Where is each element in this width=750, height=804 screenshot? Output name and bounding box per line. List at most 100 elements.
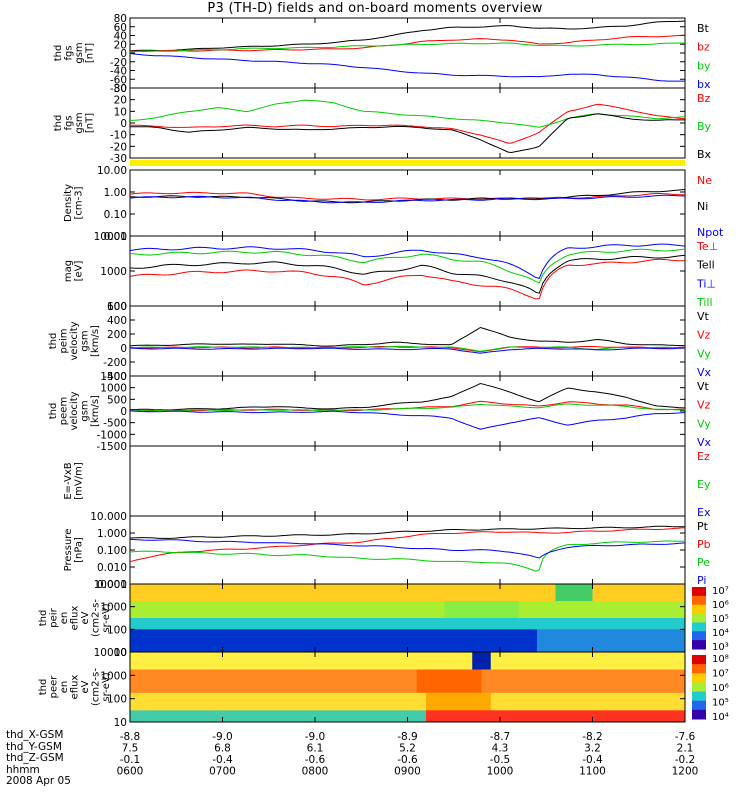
heatmap-cell bbox=[130, 623, 140, 630]
heatmap-cell bbox=[611, 681, 621, 688]
y-axis-label-line: [km/s] bbox=[90, 325, 101, 357]
y-tick-label: 0 bbox=[120, 406, 127, 418]
heatmap-cell bbox=[259, 640, 270, 647]
heatmap-cell bbox=[666, 623, 677, 630]
heatmap-cell bbox=[592, 589, 603, 596]
y-tick-label: 10000 bbox=[94, 231, 127, 243]
heatmap-cell bbox=[139, 623, 149, 630]
heatmap-cell bbox=[167, 595, 177, 602]
heatmap-cell bbox=[527, 687, 538, 694]
heatmap-cell bbox=[666, 657, 677, 665]
heatmap-cell bbox=[139, 710, 149, 717]
y-axis-label-line: [eV] bbox=[74, 261, 85, 282]
heatmap-cell bbox=[315, 710, 325, 717]
heatmap-cell bbox=[675, 652, 686, 659]
heatmap-cell bbox=[204, 681, 214, 688]
heatmap-cell bbox=[518, 635, 529, 642]
heatmap-cell bbox=[157, 612, 168, 619]
y-axis-label-line: fgs bbox=[64, 115, 75, 130]
heatmap-cell bbox=[407, 675, 418, 682]
heatmap-cell bbox=[296, 692, 307, 700]
heatmap-cell bbox=[435, 635, 445, 642]
heatmap-cell bbox=[296, 687, 307, 694]
heatmap-cell bbox=[333, 584, 344, 591]
heatmap-cell bbox=[490, 612, 501, 619]
heatmap-cell bbox=[324, 669, 334, 676]
heatmap-cell bbox=[481, 681, 492, 688]
heatmap-cell bbox=[518, 716, 529, 723]
x-axis-value: -0.5 bbox=[490, 754, 511, 766]
heatmap-cell bbox=[666, 675, 677, 682]
heatmap-cell bbox=[296, 681, 307, 688]
heatmap-cell bbox=[527, 623, 538, 630]
heatmap-cell bbox=[574, 629, 584, 636]
heatmap-cell bbox=[555, 646, 566, 653]
heatmap-cell bbox=[416, 657, 427, 665]
heatmap-cell bbox=[342, 716, 353, 723]
colorbar-segment bbox=[692, 682, 706, 693]
heatmap-cell bbox=[675, 601, 686, 608]
heatmap-cell bbox=[148, 606, 159, 613]
panel-frame bbox=[129, 235, 686, 307]
heatmap-cell bbox=[342, 618, 353, 625]
heatmap-cell bbox=[592, 698, 603, 705]
heatmap-cell bbox=[268, 606, 279, 613]
heatmap-cell bbox=[333, 681, 344, 688]
panel-peem: 150010005000-500-1000-1500thdpeemvelocit… bbox=[48, 371, 712, 453]
heatmap-cell bbox=[472, 692, 482, 700]
colorbar-segment bbox=[692, 587, 706, 597]
y-tick-label: -60 bbox=[110, 74, 127, 86]
heatmap-cell bbox=[648, 618, 658, 625]
heatmap-cell bbox=[287, 601, 297, 608]
heatmap-cell bbox=[278, 646, 288, 653]
heatmap-cell bbox=[259, 698, 270, 705]
panel-peir: 10⁷10⁶10⁵10⁴10³10000100010010thdpeirenef… bbox=[38, 579, 729, 659]
heatmap-cell bbox=[472, 635, 482, 642]
y-tick-label: 1.00 bbox=[104, 187, 127, 199]
heatmap-cell bbox=[176, 657, 186, 665]
legend-Vx: Vx bbox=[697, 436, 712, 449]
heatmap-cell bbox=[185, 606, 196, 613]
heatmap-cell bbox=[305, 692, 316, 700]
heatmap-cell bbox=[611, 635, 621, 642]
heatmap-cell bbox=[601, 646, 612, 653]
heatmap-cell bbox=[389, 623, 399, 630]
heatmap-cell bbox=[574, 595, 584, 602]
heatmap-cell bbox=[167, 629, 177, 636]
heatmap-cell bbox=[352, 657, 362, 665]
heatmap-cell bbox=[435, 589, 445, 596]
heatmap-cell bbox=[231, 663, 242, 670]
heatmap-cell bbox=[426, 681, 436, 688]
legend-by: by bbox=[697, 59, 711, 72]
heatmap-cell bbox=[564, 584, 575, 591]
heatmap-cell bbox=[583, 629, 593, 636]
heatmap-cell bbox=[379, 710, 390, 717]
heatmap-cell bbox=[416, 698, 427, 705]
heatmap-cell bbox=[389, 681, 399, 688]
legend-Pi: Pi bbox=[697, 574, 706, 587]
heatmap-cell bbox=[370, 606, 381, 613]
heatmap-cell bbox=[435, 704, 445, 711]
y-axis-label-line: [nT] bbox=[85, 43, 96, 63]
series-Npot-line bbox=[129, 194, 686, 204]
heatmap-cell bbox=[333, 692, 344, 700]
heatmap-cell bbox=[315, 669, 325, 676]
heatmap-cell bbox=[463, 698, 473, 705]
heatmap-cell bbox=[463, 704, 473, 711]
heatmap-cell bbox=[426, 612, 436, 619]
heatmap-cell bbox=[416, 710, 427, 717]
heatmap-cell bbox=[546, 663, 556, 670]
heatmap-cell bbox=[527, 692, 538, 700]
heatmap-cell bbox=[490, 704, 501, 711]
heatmap-cell bbox=[555, 692, 566, 700]
heatmap-cell bbox=[130, 663, 140, 670]
heatmap-cell bbox=[500, 589, 510, 596]
heatmap-cell bbox=[139, 704, 149, 711]
heatmap-cell bbox=[305, 589, 316, 596]
heatmap-cell bbox=[500, 635, 510, 642]
heatmap-cell bbox=[509, 652, 519, 659]
heatmap-cell bbox=[157, 716, 168, 723]
heatmap-cell bbox=[518, 595, 529, 602]
heatmap-cell bbox=[250, 629, 260, 636]
heatmap-cell bbox=[472, 663, 482, 670]
